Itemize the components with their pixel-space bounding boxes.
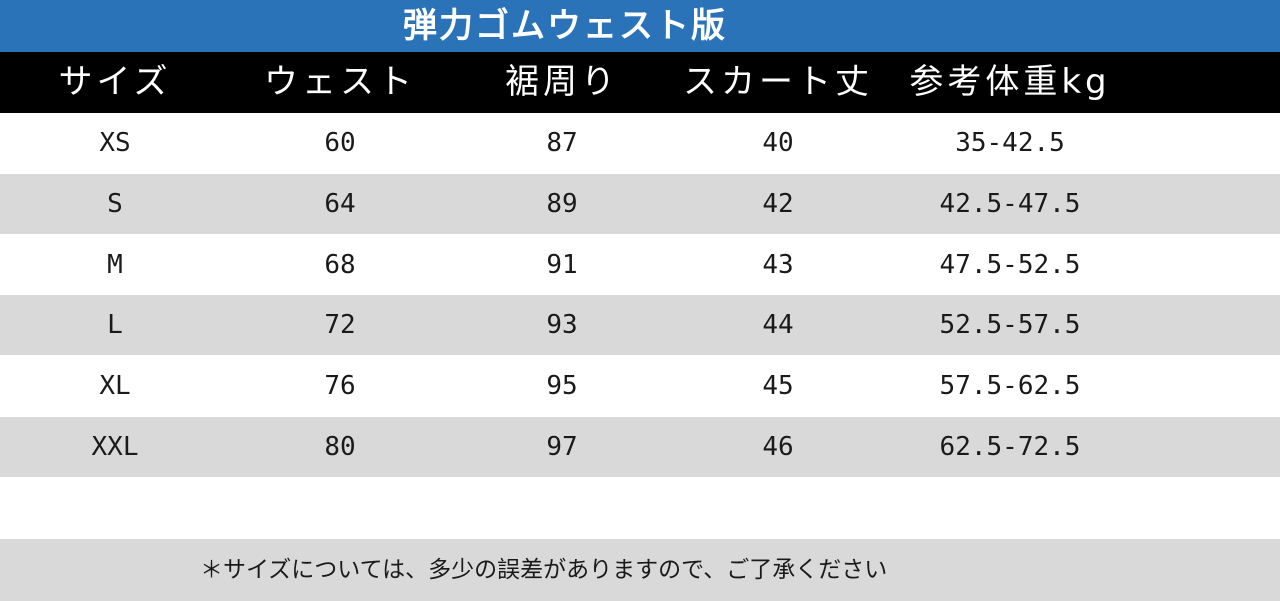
cell-skirt-length: 46 (762, 432, 794, 462)
cell-weight: 47.5-52.5 (939, 250, 1081, 280)
cell-weight: 62.5-72.5 (939, 432, 1081, 462)
cell-skirt-length: 45 (762, 371, 794, 401)
cell-skirt-length: 43 (762, 250, 794, 280)
cell-size: M (107, 250, 123, 280)
cell-waist: 68 (324, 250, 356, 280)
header-weight: 参考体重kg (909, 62, 1111, 102)
cell-weight: 35-42.5 (955, 128, 1065, 158)
table-row: XS 60 87 40 35-42.5 (0, 113, 1280, 173)
cell-size: XXL (91, 432, 139, 462)
cell-hem: 97 (546, 432, 578, 462)
table-row: S 64 89 42 42.5-47.5 (0, 174, 1280, 234)
cell-skirt-length: 40 (762, 128, 794, 158)
cell-skirt-length: 44 (762, 310, 794, 340)
table-row: M 68 91 43 47.5-52.5 (0, 235, 1280, 295)
page-title: 弾力ゴムウェスト版 (403, 6, 727, 46)
table-row: L 72 93 44 52.5-57.5 (0, 295, 1280, 355)
table-row: XL 76 95 45 57.5-62.5 (0, 356, 1280, 416)
size-note: ＊サイズについては、多少の誤差がありますので、ご了承ください (200, 557, 888, 583)
cell-waist: 80 (324, 432, 356, 462)
cell-waist: 72 (324, 310, 356, 340)
cell-weight: 52.5-57.5 (939, 310, 1081, 340)
cell-weight: 57.5-62.5 (939, 371, 1081, 401)
table-row: XXL 80 97 46 62.5-72.5 (0, 417, 1280, 477)
title-bar: 弾力ゴムウェスト版 (0, 0, 1280, 52)
cell-size: S (107, 189, 123, 219)
cell-size: XS (99, 128, 131, 158)
cell-size: XL (99, 371, 131, 401)
cell-waist: 60 (324, 128, 356, 158)
cell-hem: 91 (546, 250, 578, 280)
cell-hem: 89 (546, 189, 578, 219)
header-hem: 裾周り (505, 62, 619, 102)
note-bar: ＊サイズについては、多少の誤差がありますので、ご了承ください (0, 539, 1280, 601)
table-header: サイズ ウェスト 裾周り スカート丈 参考体重kg (0, 52, 1280, 113)
header-waist: ウェスト (264, 62, 416, 102)
cell-waist: 76 (324, 371, 356, 401)
cell-hem: 93 (546, 310, 578, 340)
header-skirt-length: スカート丈 (683, 62, 873, 102)
cell-weight: 42.5-47.5 (939, 189, 1081, 219)
cell-hem: 87 (546, 128, 578, 158)
cell-hem: 95 (546, 371, 578, 401)
header-size: サイズ (58, 62, 172, 102)
cell-waist: 64 (324, 189, 356, 219)
cell-size: L (107, 310, 123, 340)
cell-skirt-length: 42 (762, 189, 794, 219)
